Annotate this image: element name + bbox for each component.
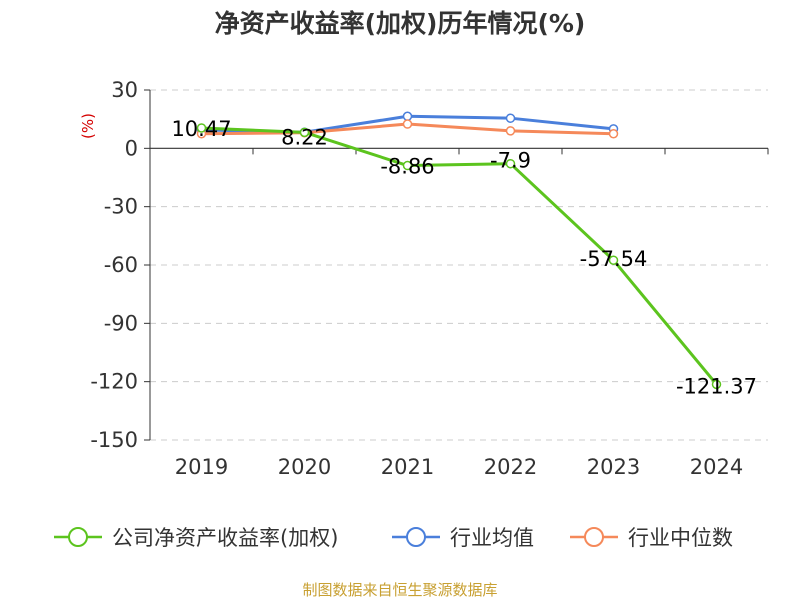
y-tick-label: -60	[104, 253, 138, 277]
data-point	[608, 255, 619, 265]
data-point	[505, 158, 516, 169]
legend-marker	[584, 527, 604, 547]
y-tick-label: -150	[90, 428, 138, 452]
gridlines	[150, 89, 768, 441]
data-point	[505, 113, 516, 123]
data-label: -57.54	[580, 247, 648, 271]
chart-title: 净资产收益率(加权)历年情况(%)	[215, 9, 586, 38]
data-labels: 10.47 8.22 -8.86 -7.9 -57.54 -121.37	[171, 117, 757, 398]
data-label: 8.22	[281, 125, 328, 149]
data-point	[402, 111, 413, 121]
legend-marker	[406, 527, 426, 547]
y-tick-label: 0	[125, 136, 138, 160]
legend-label: 公司净资产收益率(加权)	[112, 526, 338, 550]
y-axis-unit-label: (%)	[79, 113, 97, 139]
data-point	[402, 119, 413, 129]
y-tick-label: -90	[104, 311, 138, 335]
legend-label: 行业均值	[450, 526, 534, 550]
axes: 30 0 -30 -60 -90 -120 -150 2019 2020 2021 2022 2023…	[90, 78, 769, 479]
data-label: -7.9	[490, 149, 531, 173]
legend: 公司净资产收益率(加权) 行业均值 行业中位数	[54, 526, 733, 550]
x-tick-label: 2021	[381, 455, 434, 479]
x-tick-label: 2020	[278, 455, 331, 479]
y-tick-label: -30	[104, 195, 138, 219]
x-tick-label: 2023	[587, 455, 640, 479]
series-lines	[196, 111, 722, 390]
data-point	[608, 129, 619, 139]
data-point	[402, 160, 413, 171]
data-label: 10.47	[171, 117, 231, 141]
series-line	[201, 126, 718, 386]
data-point	[196, 123, 207, 133]
source-note: 制图数据来自恒生聚源数据库	[302, 581, 497, 599]
data-point	[711, 379, 722, 390]
x-tick-label: 2024	[690, 455, 743, 479]
x-tick-label: 2019	[175, 455, 228, 479]
legend-marker	[68, 527, 88, 547]
data-label: -8.86	[380, 155, 434, 179]
data-point	[505, 126, 516, 136]
x-tick-label: 2022	[484, 455, 537, 479]
y-tick-label: -120	[90, 370, 138, 394]
y-tick-label: 30	[111, 78, 138, 102]
data-label: -121.37	[676, 374, 757, 398]
data-point	[299, 127, 310, 138]
legend-label: 行业中位数	[628, 526, 733, 550]
